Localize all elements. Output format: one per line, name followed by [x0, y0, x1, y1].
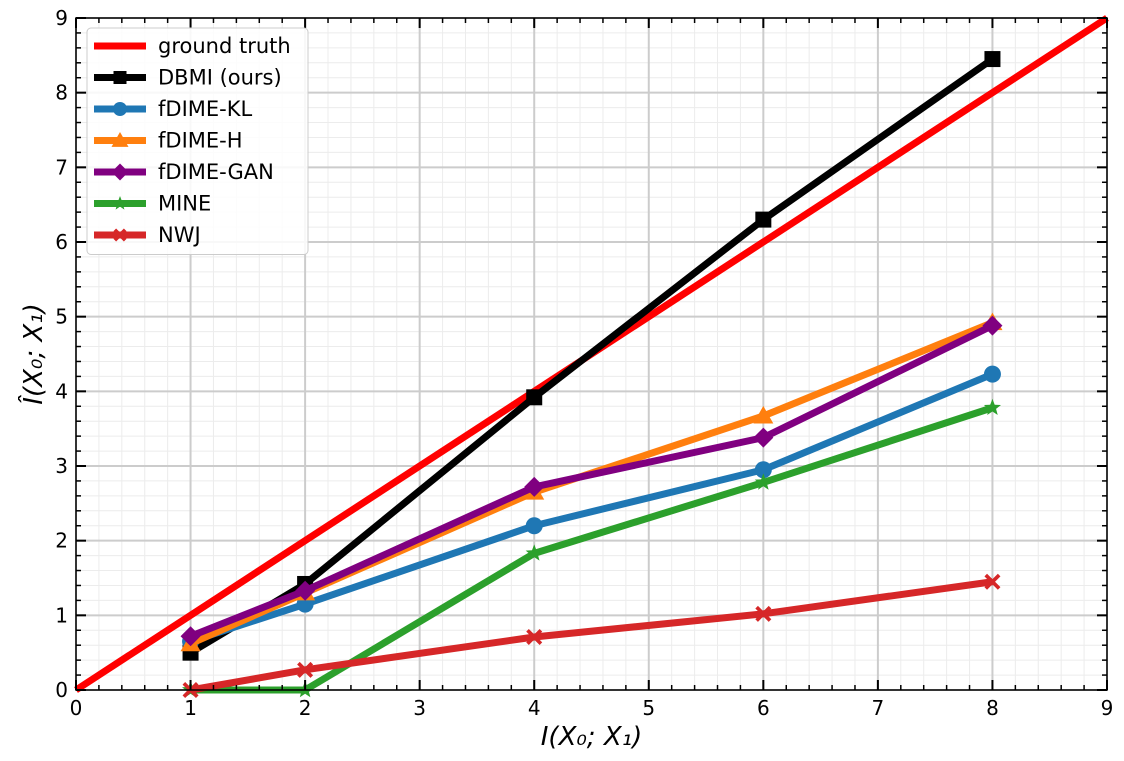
legend-box: [86, 27, 309, 255]
y-tick-label: 9: [55, 6, 68, 30]
series-layer: [74, 15, 1109, 698]
x-tick-label: 5: [642, 696, 655, 720]
x-tick-label: 3: [413, 696, 426, 720]
legend-item: fDIME-GAN: [94, 160, 274, 184]
legend-item: fDIME-H: [94, 129, 243, 153]
diamond-marker: [111, 163, 129, 181]
diamond-marker: [180, 626, 201, 647]
x-tick-labels: 0 1 2 3 4 5 6 7 8 9: [70, 696, 1114, 720]
square-marker: [984, 51, 1001, 68]
x-marker: [113, 228, 127, 242]
legend-label: DBMI (ours): [158, 66, 282, 90]
y-tick-label: 2: [55, 529, 68, 553]
x-axis-label: I(X₀; X₁): [541, 722, 642, 752]
y-tick-label: 3: [55, 454, 68, 478]
x-marker: [984, 573, 1001, 590]
circle-marker: [525, 517, 543, 535]
x-tick-label: 9: [1101, 696, 1114, 720]
legend-item: MINE: [94, 192, 211, 216]
triangle-marker: [753, 405, 774, 424]
legend-label: NWJ: [158, 223, 201, 247]
circle-marker: [983, 365, 1001, 383]
legend-label: fDIME-GAN: [158, 160, 274, 184]
y-axis-label: Î(X₀; X₁): [17, 303, 49, 404]
axis-ticks: [75, 17, 1108, 691]
triangle-marker: [111, 132, 129, 147]
legend: ground truth DBMI (ours) fDIME-KL fDIME-H fD…: [86, 27, 309, 255]
star-marker: [754, 473, 772, 490]
legend-label: ground truth: [158, 34, 291, 58]
x-tick-label: 4: [528, 696, 541, 720]
square-marker: [526, 389, 543, 406]
y-tick-label: 6: [55, 230, 68, 254]
legend-label: fDIME-H: [158, 129, 243, 153]
y-tick-label: 4: [55, 379, 68, 403]
diamond-marker: [524, 476, 545, 497]
y-tick-label: 5: [55, 305, 68, 329]
legend-item: NWJ: [94, 223, 201, 247]
y-tick-label: 7: [55, 155, 68, 179]
star-marker: [983, 398, 1001, 416]
circle-marker: [113, 102, 127, 116]
y-tick-label: 8: [55, 81, 68, 105]
circle-marker: [754, 461, 772, 479]
x-tick-label: 2: [299, 696, 312, 720]
y-tick-labels: 0 1 2 3 4 5 6 7 8 9: [55, 6, 68, 702]
y-tick-label: 1: [55, 603, 68, 627]
x-tick-label: 7: [872, 696, 885, 720]
legend-item: ground truth: [94, 34, 291, 58]
x-tick-label: 1: [184, 696, 197, 720]
square-marker: [755, 211, 772, 228]
legend-item: DBMI (ours): [94, 66, 282, 90]
plot-frame: [75, 17, 1108, 691]
diamond-marker: [295, 580, 316, 601]
series-line: [188, 56, 995, 656]
legend-item: fDIME-KL: [94, 97, 252, 121]
series-line: [190, 404, 994, 694]
x-tick-label: 6: [757, 696, 770, 720]
star-marker: [112, 196, 128, 210]
diamond-marker: [982, 315, 1003, 336]
x-marker: [526, 628, 543, 645]
legend-label: fDIME-KL: [158, 97, 252, 121]
x-tick-label: 0: [70, 696, 83, 720]
x-marker: [297, 661, 314, 678]
x-tick-label: 8: [986, 696, 999, 720]
legend-label: MINE: [158, 192, 211, 216]
diamond-marker: [753, 427, 774, 448]
series-fdime-gan: [180, 315, 1003, 647]
series-nwj: [182, 573, 1001, 698]
x-marker: [755, 605, 772, 622]
square-marker: [113, 71, 127, 84]
star-marker: [525, 544, 543, 561]
y-tick-label: 0: [55, 678, 68, 702]
